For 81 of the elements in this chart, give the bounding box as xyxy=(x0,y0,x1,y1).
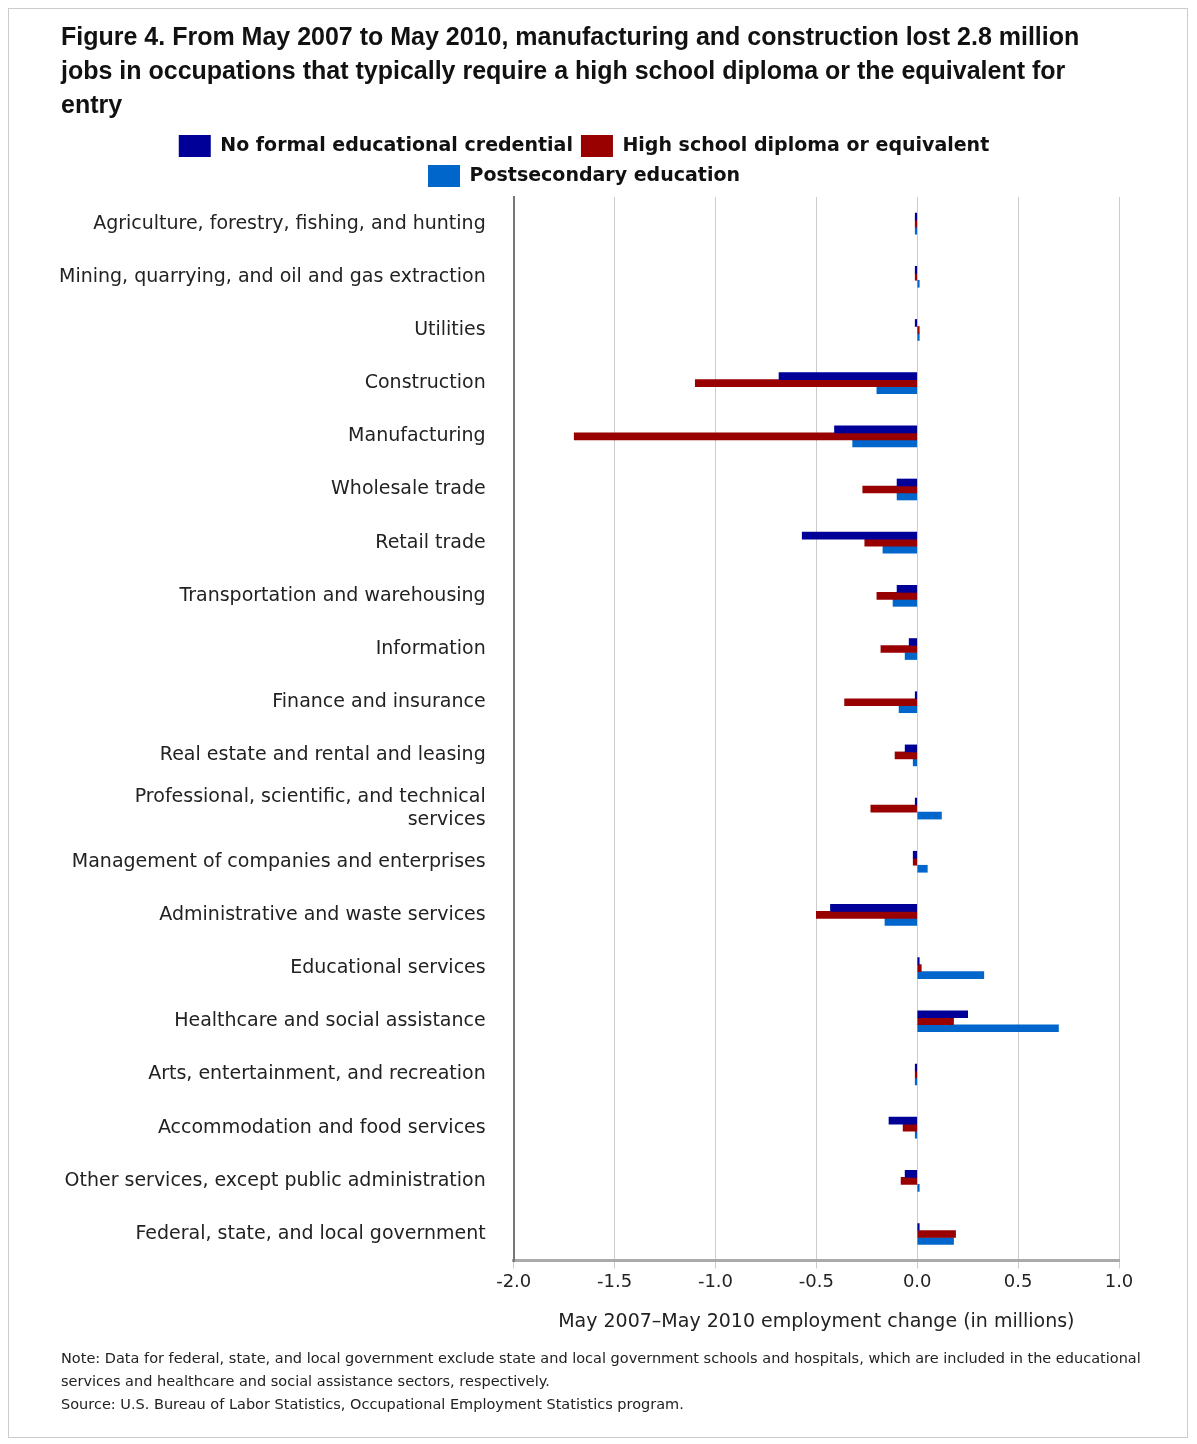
bar xyxy=(914,319,918,327)
bar xyxy=(844,698,918,707)
bar xyxy=(896,585,918,593)
x-tick-label: 0.5 xyxy=(1003,1270,1033,1292)
y-tick-label: Other services, except public administration xyxy=(64,1167,486,1190)
bar xyxy=(917,1024,1059,1033)
bar xyxy=(904,1170,918,1178)
bar xyxy=(852,439,918,448)
bar xyxy=(917,964,922,972)
bar xyxy=(892,599,918,607)
y-tick-label: Healthcare and social assistance xyxy=(174,1008,486,1031)
bar xyxy=(917,333,920,341)
bar xyxy=(778,372,918,380)
y-tick-label: Real estate and rental and leasing xyxy=(159,742,486,765)
bar xyxy=(880,645,918,653)
y-tick-label: Construction xyxy=(364,370,486,393)
y-tick-label: Arts, entertainment, and recreation xyxy=(148,1061,486,1084)
y-tick-label: Accommodation and food services xyxy=(157,1114,486,1137)
bar xyxy=(917,971,985,979)
y-tick-label: Agriculture, forestry, fishing, and hunting xyxy=(93,210,486,233)
y-tick-label: Management of companies and enterprises xyxy=(71,848,486,871)
bar xyxy=(870,804,918,813)
source-note: Source: U.S. Bureau of Labor Statistics, Occupational Employment Statistics program. xyxy=(61,1395,685,1414)
bar xyxy=(917,1017,954,1026)
bar xyxy=(888,1116,918,1125)
chart-title: Figure 4. From May 2007 to May 2010, manufacturing and construction lost 2.8 million jobs in occupations that typically require a high school diploma or the equivalent for entry xyxy=(61,21,1081,120)
bar xyxy=(862,485,918,494)
y-tick-label: Transportation and warehousing xyxy=(178,582,486,605)
y-tick-label: Information xyxy=(375,635,486,658)
y-tick-label: Utilities xyxy=(414,316,486,339)
bar xyxy=(801,531,918,540)
bar xyxy=(908,638,918,646)
bar xyxy=(900,1177,918,1185)
legend-label: No formal educational credential xyxy=(220,132,573,155)
x-tick-label: -1.0 xyxy=(697,1270,734,1292)
bar xyxy=(917,1230,956,1238)
bar xyxy=(876,386,918,394)
bar xyxy=(884,918,918,926)
bar xyxy=(912,850,918,859)
bar xyxy=(917,957,920,965)
bar xyxy=(816,911,918,919)
y-tick-label: Educational services xyxy=(290,955,486,978)
bar xyxy=(896,492,918,501)
bar xyxy=(896,478,918,487)
y-tick-label: Manufacturing xyxy=(348,423,486,446)
x-axis-title: May 2007–May 2010 employment change (in millions) xyxy=(558,1308,1075,1331)
y-tick-label: Finance and insurance xyxy=(272,689,486,712)
bar xyxy=(894,751,918,760)
y-tick-label: Professional, scientific, and technical services xyxy=(134,784,486,829)
y-tick-label: Federal, state, and local government xyxy=(135,1220,486,1243)
x-tick-label: -0.5 xyxy=(798,1270,834,1292)
bar xyxy=(573,432,918,441)
bar xyxy=(882,545,918,554)
y-tick-label: Wholesale trade xyxy=(331,476,486,499)
bar xyxy=(876,592,918,600)
x-tick-label: -2.0 xyxy=(496,1270,532,1292)
bar xyxy=(834,425,918,434)
bar xyxy=(898,705,918,714)
x-tick-label: -1.5 xyxy=(597,1270,633,1292)
legend-label: Postsecondary education xyxy=(469,162,740,185)
legend-label: High school diploma or equivalent xyxy=(622,132,990,155)
bar xyxy=(917,811,942,820)
bar xyxy=(864,538,918,547)
text: Note: Data for federal, state, and local government exclude state and local government schools and hospitals, which are included in the educational services and healthcare and social assistance sectors, respectively. xyxy=(61,1349,1141,1391)
bar xyxy=(917,1010,968,1019)
y-tick-label: Mining, quarrying, and oil and gas extraction xyxy=(58,263,486,286)
x-tick-label: 1.0 xyxy=(1104,1270,1134,1292)
y-tick-label: Administrative and waste services xyxy=(159,901,486,924)
x-tick-label: 0.0 xyxy=(902,1270,932,1292)
bar xyxy=(914,691,918,700)
bar xyxy=(902,1123,918,1132)
bar xyxy=(917,279,920,288)
bar xyxy=(694,379,918,387)
bar xyxy=(830,904,918,912)
bar xyxy=(917,326,920,334)
bar xyxy=(917,864,928,873)
y-tick-label: Retail trade xyxy=(375,529,486,552)
bar xyxy=(917,1223,920,1231)
bar xyxy=(917,1237,954,1245)
bar xyxy=(914,265,918,274)
bar xyxy=(917,1184,920,1192)
